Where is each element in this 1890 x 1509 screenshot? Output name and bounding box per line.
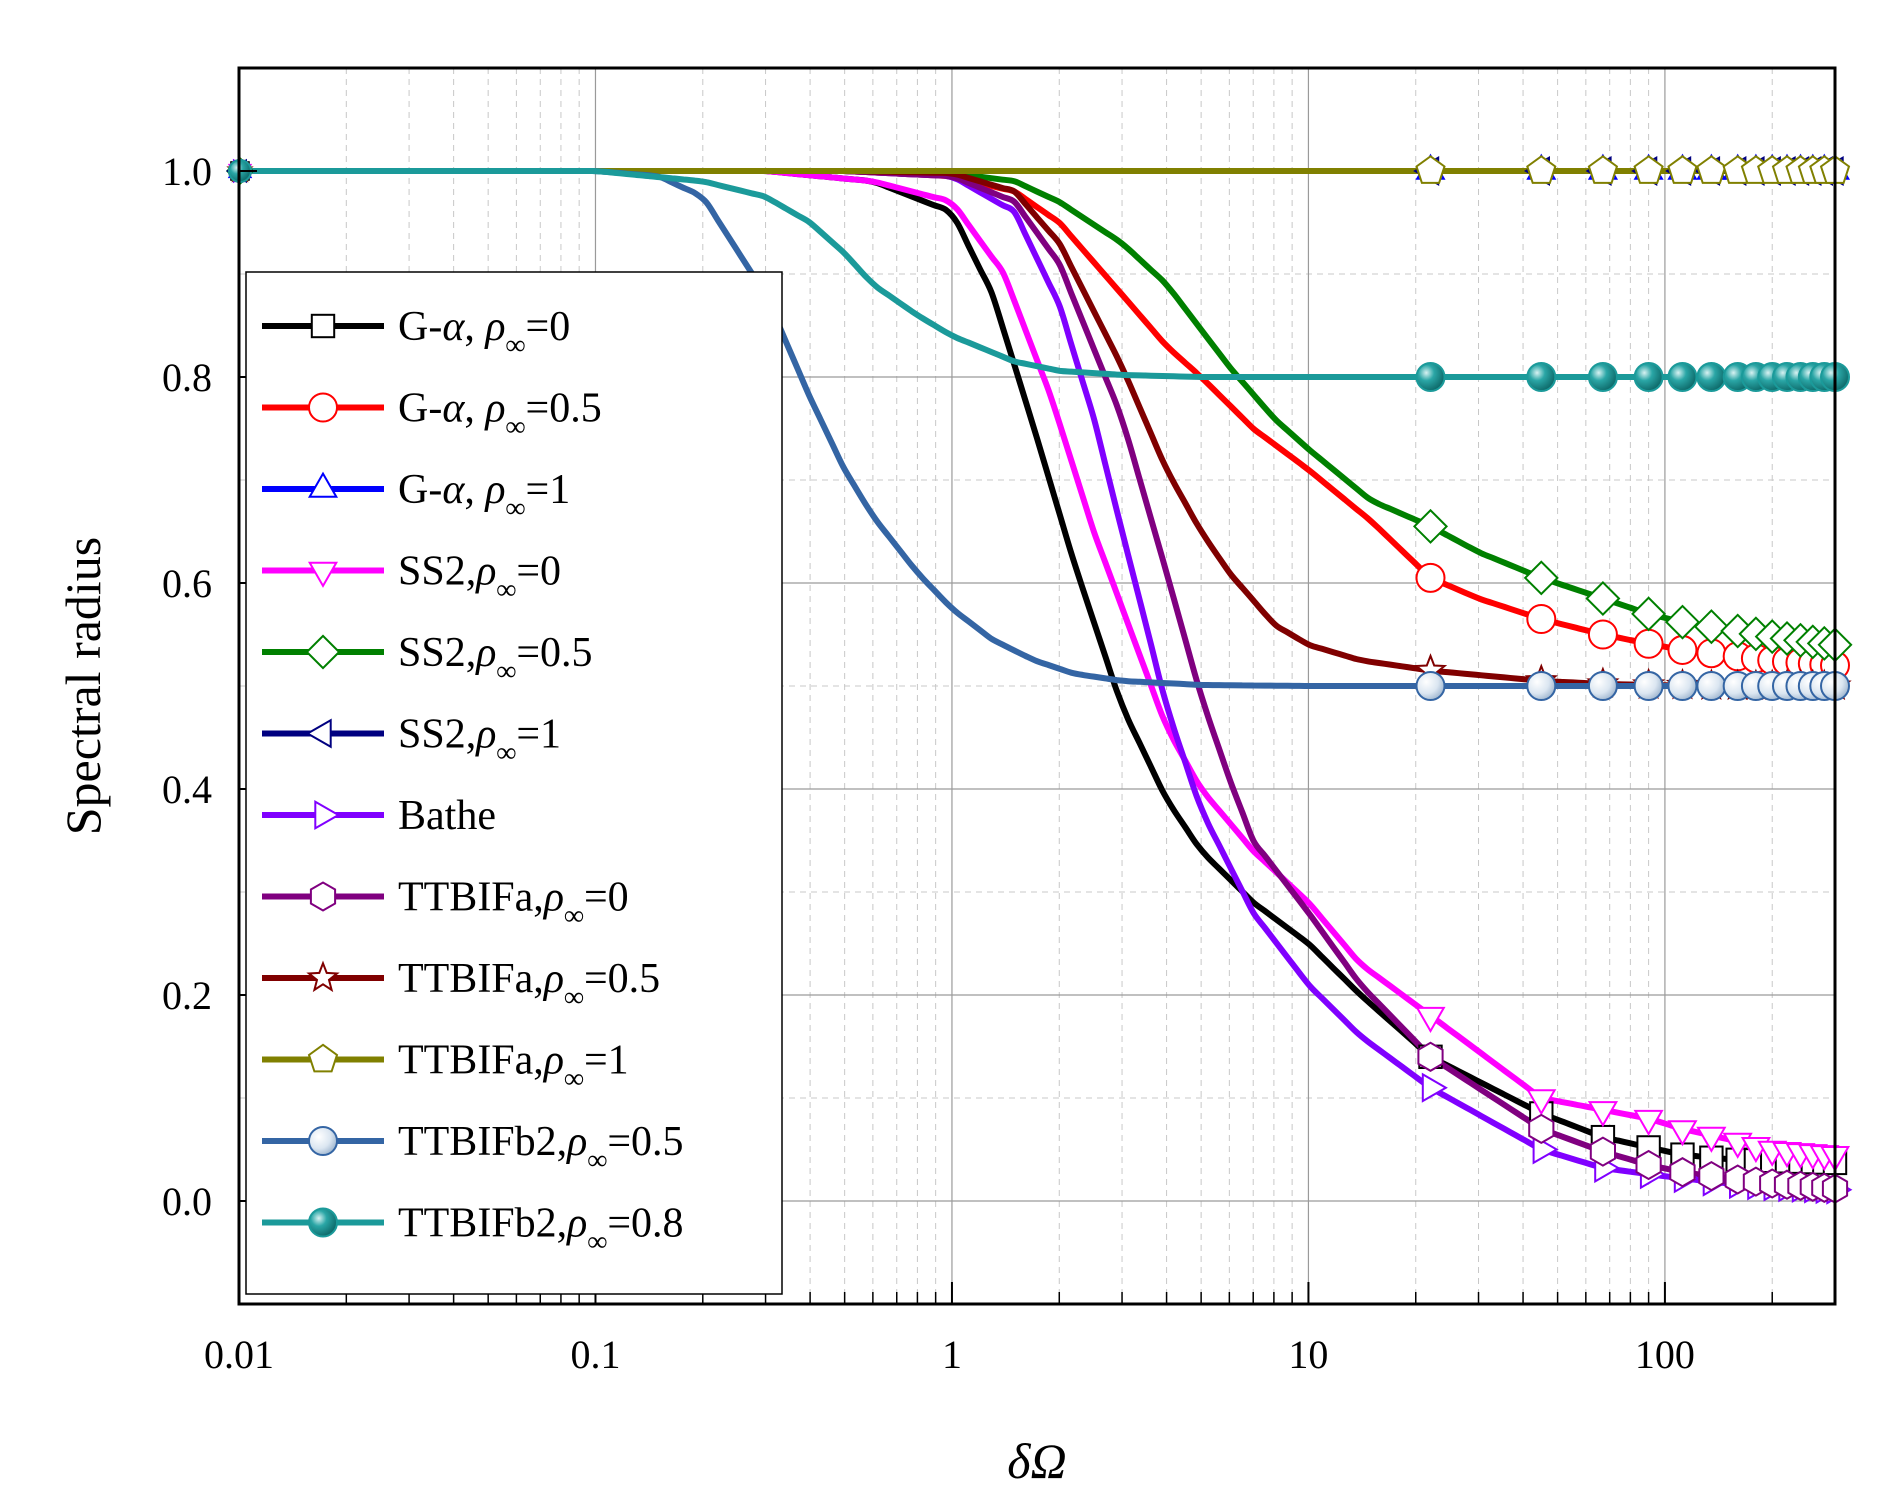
legend-entry: TTBIFa,ρ∞=0.5 [262,956,660,1013]
legend-label: G-α, ρ∞=1 [398,467,570,524]
legend-entry: G-α, ρ∞=0 [262,304,570,361]
legend-marker [305,634,341,670]
data-point-marker [1415,362,1446,392]
data-point-marker [1633,1109,1664,1137]
legend-label: TTBIFa,ρ∞=0 [398,875,629,932]
data-point-marker [1696,362,1727,392]
y-tick-label: 0.4 [162,767,212,812]
data-point-marker [1526,362,1557,392]
data-point-marker [1633,628,1664,659]
legend-label: TTBIFa,ρ∞=1 [398,1038,629,1095]
legend-marker [308,1126,338,1156]
y-axis-title: Spectral radius [55,537,111,836]
x-tick-label: 100 [1635,1332,1695,1377]
legend-entry: SS2,ρ∞=0 [262,549,561,606]
data-point-marker [1669,1157,1696,1188]
data-point-marker [1417,1041,1444,1072]
data-point-marker [1667,634,1698,665]
data-point-marker [1664,604,1701,640]
data-point-marker [1633,671,1664,701]
data-point-marker [1523,560,1559,596]
data-point-marker [1587,619,1618,650]
legend-entry: TTBIFa,ρ∞=0 [262,875,629,932]
legend-label: TTBIFb2,ρ∞=0.5 [398,1119,684,1176]
legend-entry: TTBIFb2,ρ∞=0.5 [262,1119,684,1176]
legend-marker [307,471,339,498]
legend-label: SS2,ρ∞=1 [398,712,561,769]
data-point-marker [1585,580,1621,617]
legend-label: Bathe [398,793,496,839]
legend-label: TTBIFa,ρ∞=0.5 [398,956,660,1013]
data-point-marker [1587,1101,1619,1128]
legend-label: G-α, ρ∞=0.5 [398,386,602,443]
legend-entry: TTBIFb2,ρ∞=0.8 [262,1201,684,1258]
legend: G-α, ρ∞=0 G-α, ρ∞=0.5 G-α, ρ∞=1 SS2,ρ∞=0 SS2… [245,271,783,1295]
data-point-marker [1587,671,1618,701]
x-axis-title: δΩ [1007,1433,1066,1489]
y-tick-label: 0.8 [162,355,212,400]
data-point-marker [1526,671,1557,701]
legend-label: G-α, ρ∞=0 [398,304,570,361]
data-point-marker [1528,1113,1555,1145]
data-point-marker [1635,1149,1662,1181]
legend-marker [307,561,339,588]
data-point-marker [1698,1160,1725,1192]
data-point-marker [1526,155,1557,184]
data-point-marker [1587,362,1618,392]
data-point-marker [1667,1120,1698,1147]
data-point-marker [1696,671,1727,701]
tick-labels: 0.01 0.1 1 10 100 0.0 0.2 0.4 0.6 0.8 1.0 [162,149,1695,1377]
legend-entry: Bathe [262,793,496,839]
legend-entry: G-α, ρ∞=0.5 [262,386,602,443]
legend-label: SS2,ρ∞=0.5 [398,630,593,687]
legend-marker [310,313,336,339]
legend-marker [307,1043,339,1073]
series-line-12 [239,167,1835,380]
data-point-marker [1415,562,1446,593]
legend-label: SS2,ρ∞=0 [398,549,561,606]
data-point-marker [1412,508,1449,544]
legend-entry: TTBIFa,ρ∞=1 [262,1038,629,1095]
data-point-marker [1421,1072,1448,1103]
data-point-marker [1633,362,1664,392]
y-tick-label: 0.0 [162,1179,212,1224]
data-point-marker [1633,155,1664,184]
data-point-marker [1415,155,1446,184]
x-tick-label: 10 [1288,1332,1328,1377]
x-tick-label: 0.01 [204,1332,274,1377]
legend-entry: SS2,ρ∞=0.5 [262,630,593,687]
legend-entry: G-α, ρ∞=1 [262,467,570,524]
data-point-marker [1526,1089,1557,1116]
data-point-marker [1667,671,1698,701]
legend-entry: SS2,ρ∞=1 [262,712,561,769]
data-point-marker [1667,362,1698,392]
plot-frame [237,66,1837,1306]
y-tick-label: 0.6 [162,561,212,606]
legend-marker [306,960,340,993]
data-point-marker [1415,671,1446,701]
legend-box [245,271,783,1295]
x-tick-label: 1 [942,1332,962,1377]
data-point-marker [1667,155,1698,184]
data-point-marker [1415,1006,1446,1034]
legend-marker [305,718,332,749]
data-point-marker [1526,604,1557,635]
legend-marker [308,392,338,423]
data-point-marker [1696,1126,1727,1153]
x-tick-label: 0.1 [570,1332,620,1377]
data-point-marker [1693,609,1729,645]
y-tick-label: 0.2 [162,973,212,1018]
legend-marker [308,1207,338,1238]
legend-marker [309,881,337,912]
data-point-marker [1589,1136,1616,1167]
series-lines [239,167,1835,1193]
legend-marker [314,799,341,831]
y-tick-label: 1.0 [162,149,212,194]
legend-label: TTBIFb2,ρ∞=0.8 [398,1201,684,1258]
data-point-marker [1587,155,1619,184]
data-point-marker [1696,155,1727,184]
data-point-marker [1631,596,1667,632]
